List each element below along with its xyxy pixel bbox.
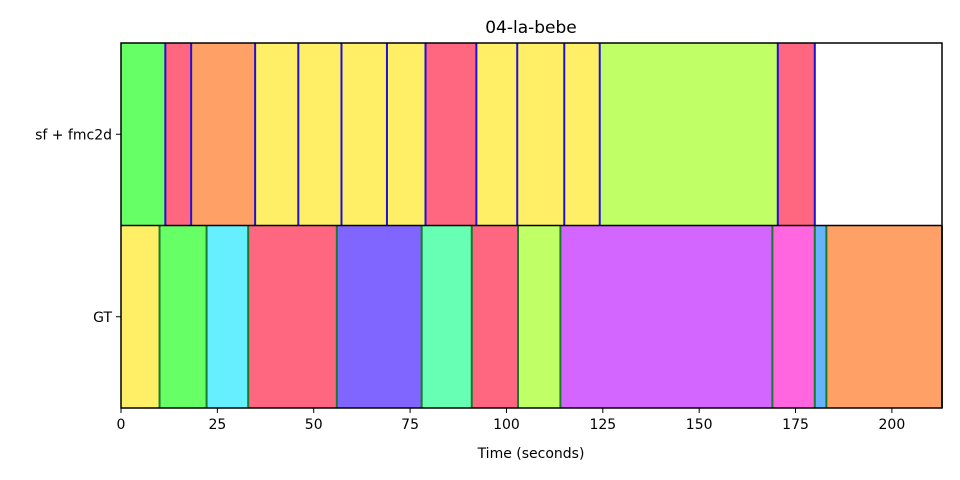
segment-1-10 xyxy=(814,225,827,408)
x-axis: 0 25 50 75 100 125 150 175 200 xyxy=(117,408,906,433)
segment-0-4 xyxy=(298,43,342,226)
segment-1-2 xyxy=(206,225,249,408)
x-tick-label-1: 25 xyxy=(208,417,226,433)
segment-1-6 xyxy=(471,225,519,408)
segment-1-8 xyxy=(560,225,773,408)
segment-0-5 xyxy=(341,43,387,226)
segment-0-11 xyxy=(599,43,778,226)
x-axis-label: Time (seconds) xyxy=(477,446,585,462)
segment-0-6 xyxy=(386,43,426,226)
x-tick-label-4: 100 xyxy=(493,417,520,433)
segment-1-9 xyxy=(772,225,815,408)
segment-0-9 xyxy=(517,43,565,226)
segment-1-5 xyxy=(421,225,472,408)
row-label-1: GT xyxy=(93,310,112,326)
segment-1-4 xyxy=(336,225,422,408)
x-tick-label-2: 50 xyxy=(305,417,323,433)
chart-title: 04-la-bebe xyxy=(485,18,577,38)
segment-0-3 xyxy=(255,43,299,226)
x-tick-label-6: 150 xyxy=(686,417,713,433)
x-tick-label-3: 75 xyxy=(401,417,419,433)
plot-frame xyxy=(120,42,943,409)
x-tick-label-0: 0 xyxy=(117,417,126,433)
segment-0-0 xyxy=(121,43,166,226)
segment-1-3 xyxy=(248,225,337,408)
x-tick-label-8: 200 xyxy=(879,417,906,433)
plot-area xyxy=(120,42,943,409)
row-label-0: sf + fmc2d xyxy=(35,127,112,143)
segment-1-0 xyxy=(121,225,160,408)
segment-0-8 xyxy=(476,43,518,226)
segment-1-7 xyxy=(518,225,561,408)
x-tick-label-5: 125 xyxy=(589,417,616,433)
segment-1-1 xyxy=(159,225,207,408)
segment-0-1 xyxy=(165,43,192,226)
segment-1-11 xyxy=(826,225,942,408)
x-tick-label-7: 175 xyxy=(782,417,809,433)
row-labels: sf + fmc2d GT xyxy=(35,127,121,326)
segment-0-10 xyxy=(564,43,600,226)
segment-0-7 xyxy=(425,43,477,226)
segment-0-12 xyxy=(777,43,815,226)
segment-0-2 xyxy=(191,43,256,226)
